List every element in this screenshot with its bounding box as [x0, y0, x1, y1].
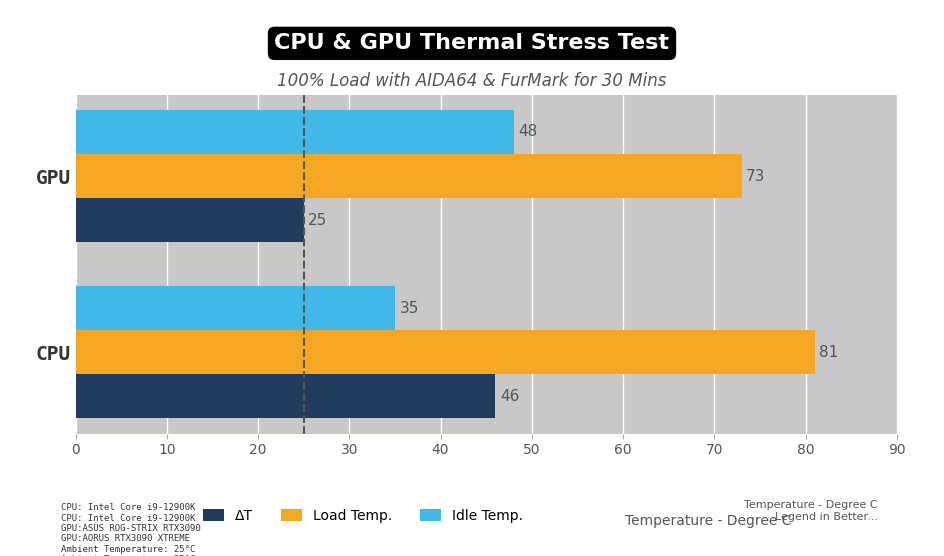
- Text: CPU: Intel Core i9-12900K
CPU: Intel Core i9-12900K
GPU:ASUS ROG-STRIX RTX3090
G: CPU: Intel Core i9-12900K CPU: Intel Cor…: [61, 503, 228, 556]
- Text: 48: 48: [518, 125, 537, 140]
- Text: CPU & GPU Thermal Stress Test: CPU & GPU Thermal Stress Test: [275, 33, 669, 53]
- Bar: [76, 154, 742, 198]
- Text: 81: 81: [819, 345, 838, 360]
- Text: 46: 46: [500, 389, 519, 404]
- Text: 100% Load with AIDA64 & FurMark for 30 Mins: 100% Load with AIDA64 & FurMark for 30 M…: [278, 72, 666, 90]
- Bar: [76, 286, 395, 330]
- Bar: [76, 330, 815, 374]
- Text: Temperature - Degree C: Temperature - Degree C: [625, 514, 791, 528]
- Text: Temperature - Degree C
Legend in Better...: Temperature - Degree C Legend in Better.…: [744, 500, 878, 522]
- Text: 35: 35: [399, 301, 419, 316]
- Legend: ΔT, Load Temp., Idle Temp.: ΔT, Load Temp., Idle Temp.: [197, 503, 529, 529]
- Text: 73: 73: [746, 168, 766, 183]
- Bar: [76, 374, 496, 418]
- Text: 25: 25: [308, 212, 328, 227]
- Bar: [76, 198, 304, 242]
- Bar: [76, 110, 514, 154]
